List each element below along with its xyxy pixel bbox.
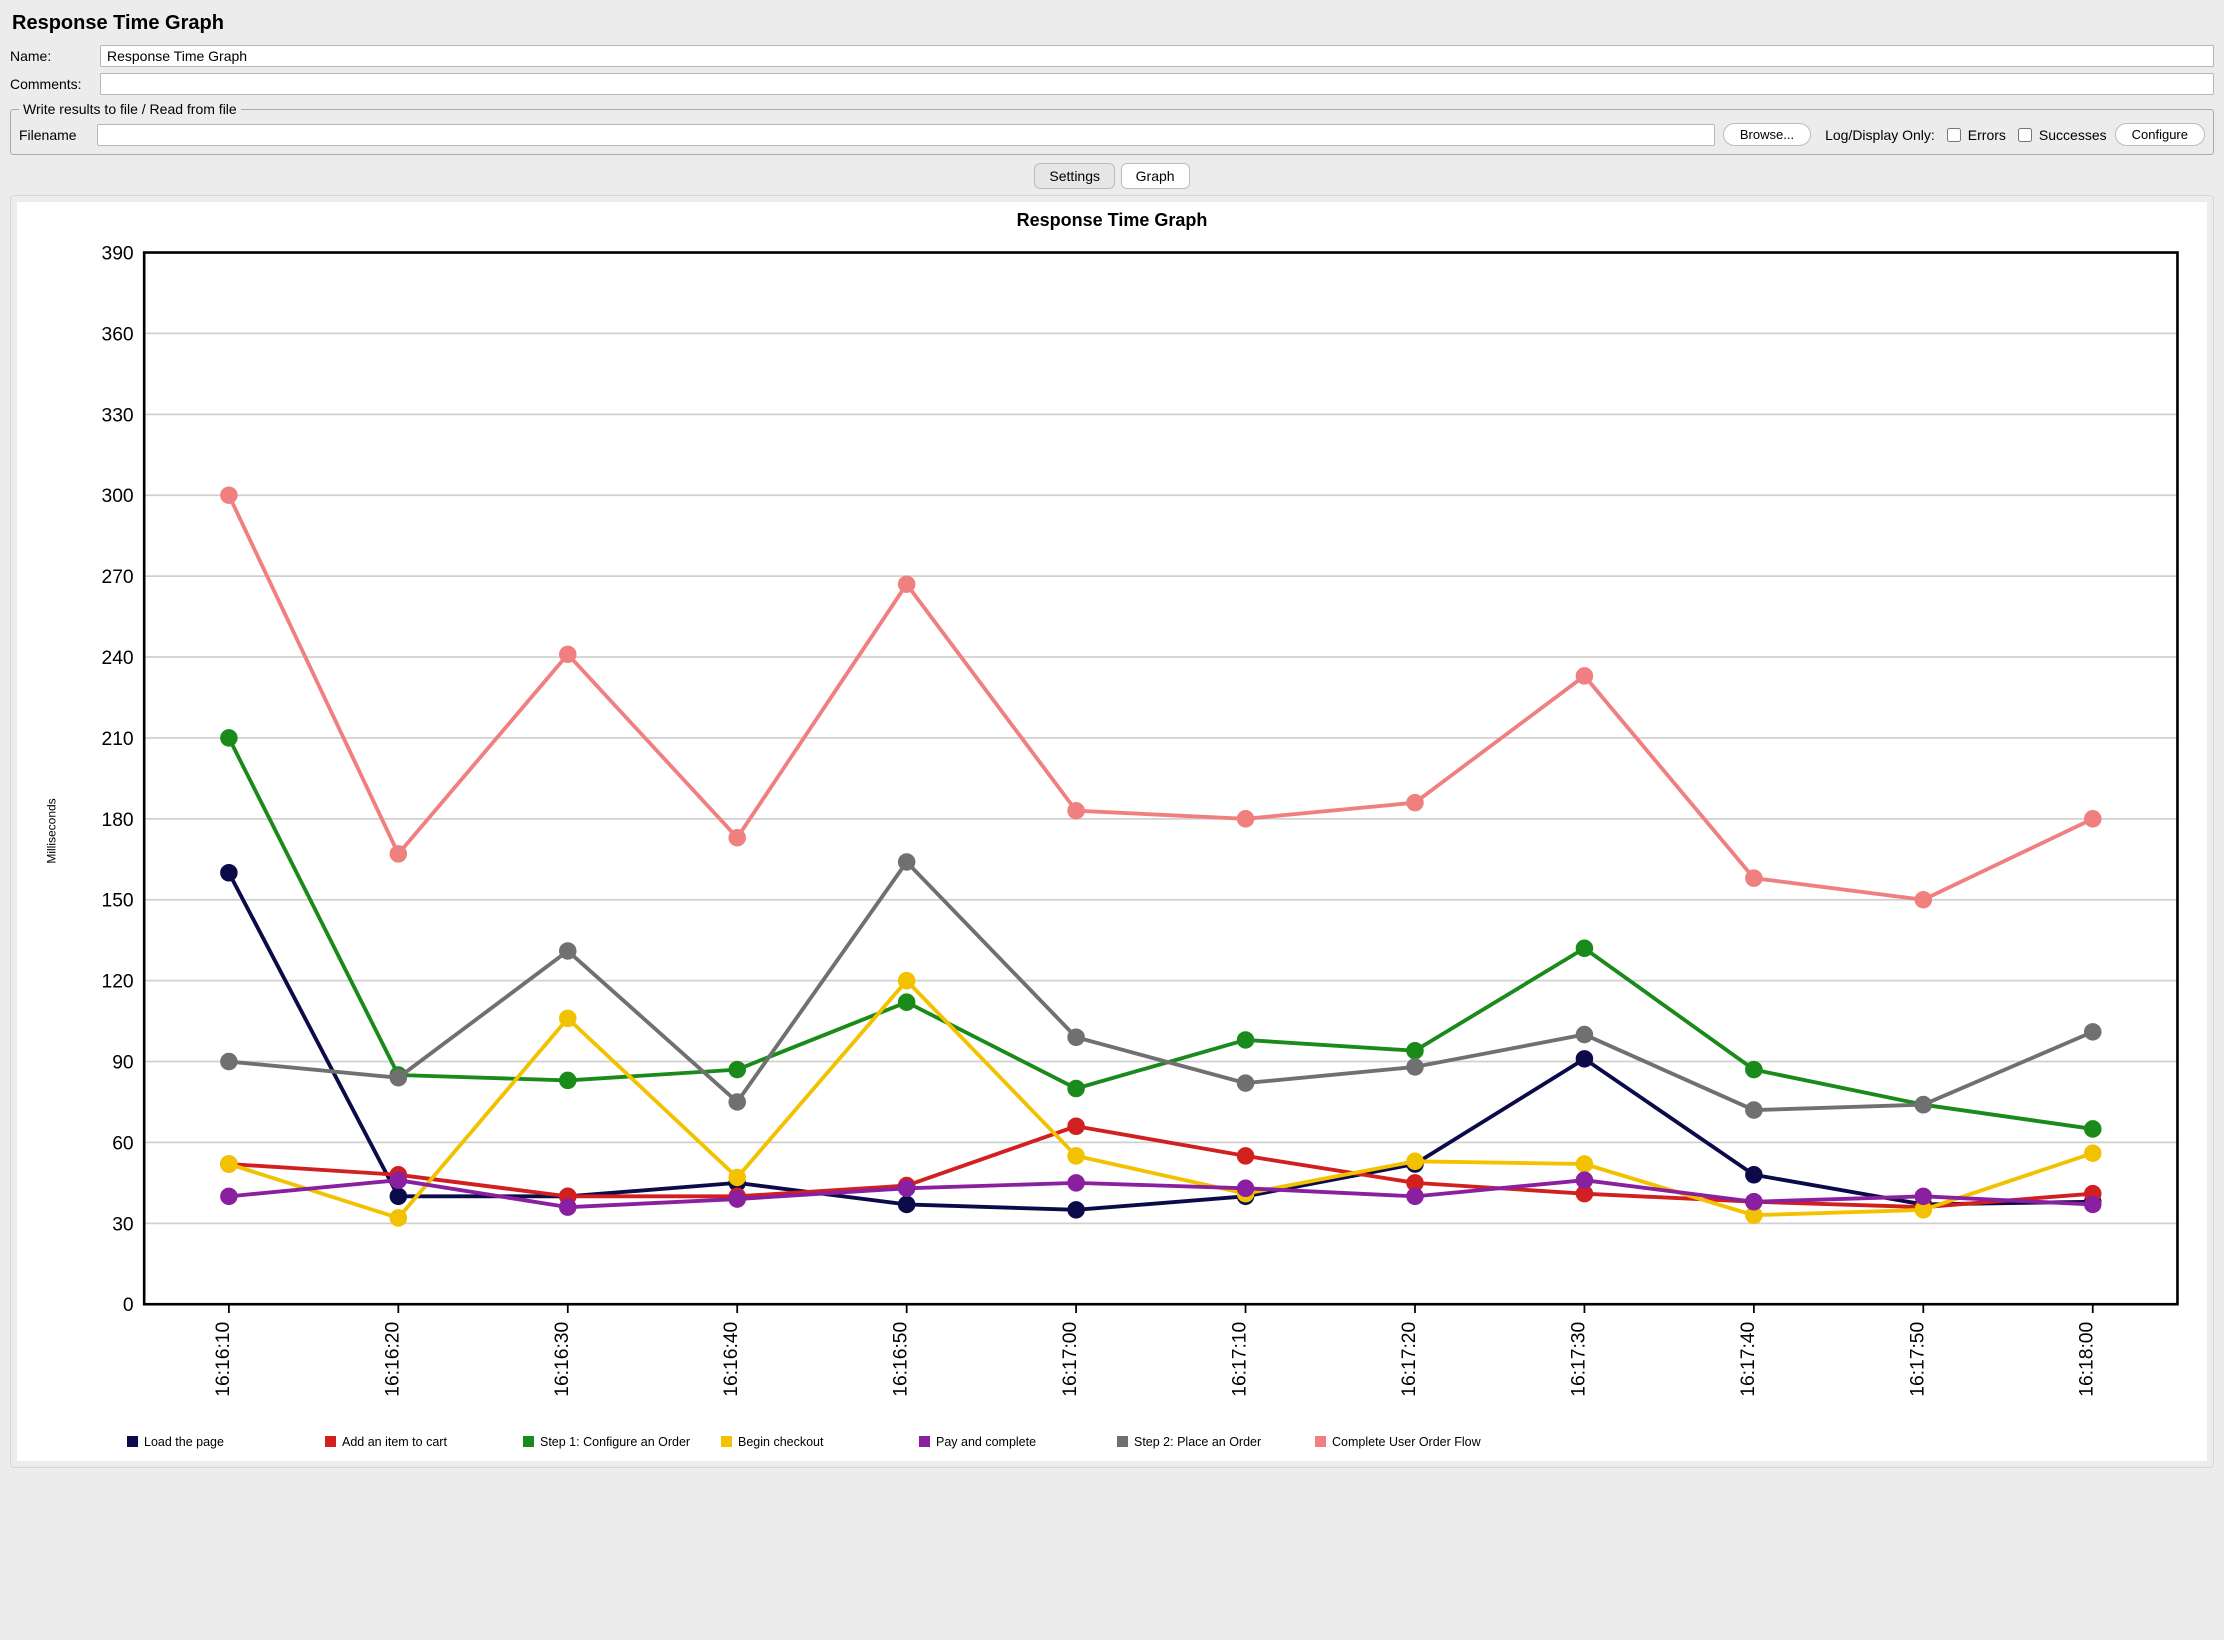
legend-item: Load the page xyxy=(127,1435,297,1449)
svg-text:330: 330 xyxy=(101,405,133,426)
svg-text:16:16:30: 16:16:30 xyxy=(552,1322,573,1397)
chart-legend: Load the page Add an item to cart Step 1: … xyxy=(17,1427,2207,1461)
successes-checkbox-input[interactable] xyxy=(2018,128,2032,142)
configure-button[interactable]: Configure xyxy=(2115,123,2205,146)
svg-text:120: 120 xyxy=(101,972,133,993)
errors-checkbox-input[interactable] xyxy=(1947,128,1961,142)
name-label: Name: xyxy=(10,48,100,64)
successes-checkbox[interactable]: Successes xyxy=(2014,125,2107,145)
successes-checkbox-label: Successes xyxy=(2039,127,2107,143)
svg-text:16:16:10: 16:16:10 xyxy=(213,1322,234,1397)
svg-text:16:16:20: 16:16:20 xyxy=(382,1322,403,1397)
svg-text:16:17:30: 16:17:30 xyxy=(1568,1322,1589,1397)
svg-text:16:17:50: 16:17:50 xyxy=(1907,1322,1928,1397)
legend-label: Add an item to cart xyxy=(342,1435,447,1449)
legend-label: Step 1: Configure an Order xyxy=(540,1435,690,1449)
filename-label: Filename xyxy=(19,127,89,143)
legend-swatch xyxy=(1315,1436,1326,1447)
errors-checkbox[interactable]: Errors xyxy=(1943,125,2006,145)
filename-input[interactable] xyxy=(97,124,1715,146)
legend-label: Load the page xyxy=(144,1435,224,1449)
svg-text:210: 210 xyxy=(101,729,133,750)
legend-swatch xyxy=(523,1436,534,1447)
legend-item: Pay and complete xyxy=(919,1435,1089,1449)
file-group-legend: Write results to file / Read from file xyxy=(19,101,241,117)
tab-graph[interactable]: Graph xyxy=(1121,163,1190,189)
legend-label: Complete User Order Flow xyxy=(1332,1435,1481,1449)
tabs: Settings Graph xyxy=(10,163,2214,189)
svg-text:300: 300 xyxy=(101,486,133,507)
svg-text:16:17:10: 16:17:10 xyxy=(1230,1322,1251,1397)
comments-label: Comments: xyxy=(10,76,100,92)
legend-swatch xyxy=(721,1436,732,1447)
svg-text:16:17:20: 16:17:20 xyxy=(1399,1322,1420,1397)
svg-text:30: 30 xyxy=(112,1214,133,1235)
logdisplay-label: Log/Display Only: xyxy=(1825,127,1935,143)
chart-plot: 0 30 60 90 120 150 180 210 240 270 300 330 360 390 16:… xyxy=(39,235,2195,1427)
legend-item: Complete User Order Flow xyxy=(1315,1435,1485,1449)
svg-text:16:17:40: 16:17:40 xyxy=(1738,1322,1759,1397)
svg-text:60: 60 xyxy=(112,1133,133,1154)
svg-text:90: 90 xyxy=(112,1053,133,1074)
legend-label: Begin checkout xyxy=(738,1435,823,1449)
errors-checkbox-label: Errors xyxy=(1968,127,2006,143)
svg-text:270: 270 xyxy=(101,567,133,588)
page-title: Response Time Graph xyxy=(12,12,2214,35)
browse-button[interactable]: Browse... xyxy=(1723,123,1811,146)
legend-swatch xyxy=(1117,1436,1128,1447)
svg-text:180: 180 xyxy=(101,810,133,831)
comments-input[interactable] xyxy=(100,73,2214,95)
legend-swatch xyxy=(919,1436,930,1447)
legend-item: Begin checkout xyxy=(721,1435,891,1449)
chart-ylabel: Milliseconds xyxy=(45,798,59,863)
chart-container: Response Time Graph Milliseconds 0 30 60 90… xyxy=(10,195,2214,1468)
file-group: Write results to file / Read from file F… xyxy=(10,101,2214,155)
chart-title: Response Time Graph xyxy=(17,202,2207,235)
svg-text:16:16:50: 16:16:50 xyxy=(891,1322,912,1397)
svg-text:360: 360 xyxy=(101,324,133,345)
legend-label: Step 2: Place an Order xyxy=(1134,1435,1261,1449)
svg-text:0: 0 xyxy=(123,1295,134,1316)
legend-swatch xyxy=(127,1436,138,1447)
legend-item: Add an item to cart xyxy=(325,1435,495,1449)
svg-text:16:18:00: 16:18:00 xyxy=(2077,1322,2098,1397)
svg-text:16:17:00: 16:17:00 xyxy=(1060,1322,1081,1397)
svg-text:240: 240 xyxy=(101,648,133,669)
legend-label: Pay and complete xyxy=(936,1435,1036,1449)
tab-settings[interactable]: Settings xyxy=(1034,163,1115,189)
svg-text:16:16:40: 16:16:40 xyxy=(721,1322,742,1397)
legend-item: Step 1: Configure an Order xyxy=(523,1435,693,1449)
legend-item: Step 2: Place an Order xyxy=(1117,1435,1287,1449)
svg-text:390: 390 xyxy=(101,244,133,265)
legend-swatch xyxy=(325,1436,336,1447)
name-input[interactable] xyxy=(100,45,2214,67)
svg-text:150: 150 xyxy=(101,891,133,912)
